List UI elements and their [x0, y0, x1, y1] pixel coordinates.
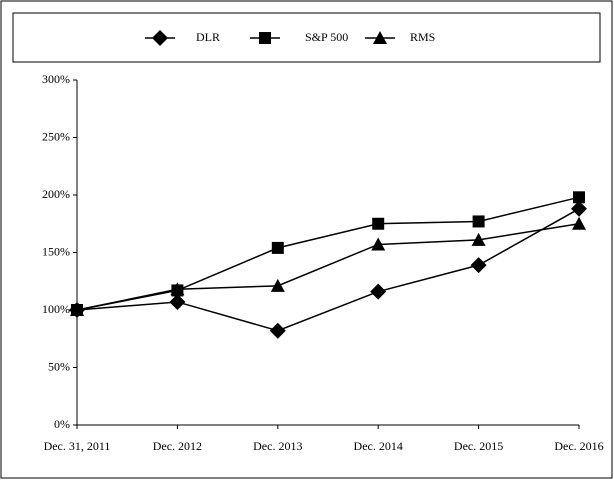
legend-marker [373, 31, 387, 44]
x-tick-label: Dec. 2012 [153, 439, 202, 453]
data-point [471, 232, 486, 246]
legend-label: DLR [196, 30, 220, 44]
series-line [76, 196, 580, 311]
y-tick-label: 50% [48, 359, 70, 373]
data-point [573, 191, 585, 204]
data-point [269, 322, 286, 339]
data-point [170, 282, 185, 296]
y-tick-label: 150% [42, 244, 70, 258]
data-point [169, 293, 186, 310]
y-tick-label: 250% [42, 129, 70, 143]
data-point [270, 278, 285, 292]
data-point [472, 215, 485, 228]
series-line [76, 223, 580, 311]
x-tick-label: Dec. 2016 [554, 439, 603, 453]
x-tick-label: Dec. 2014 [354, 439, 403, 453]
x-tick-label: Dec. 2015 [454, 439, 503, 453]
y-tick-label: 200% [42, 187, 70, 201]
data-point [572, 216, 586, 230]
x-tick-label: Dec. 31, 2011 [44, 439, 111, 453]
legend-marker [152, 30, 168, 46]
series-line [76, 208, 580, 332]
x-tick-label: Dec. 2013 [253, 439, 302, 453]
y-tick-label: 0% [54, 417, 70, 431]
legend-marker [259, 32, 271, 44]
legend-box [12, 12, 601, 63]
data-point [271, 241, 284, 254]
data-point [372, 217, 385, 230]
data-point [371, 237, 386, 251]
y-tick-label: 300% [42, 72, 70, 86]
y-tick-label: 100% [42, 302, 70, 316]
data-point [571, 200, 587, 217]
data-point [370, 283, 387, 300]
legend-label: RMS [410, 30, 435, 44]
data-point [70, 303, 84, 316]
legend-label: S&P 500 [305, 30, 348, 44]
data-point [470, 257, 487, 274]
